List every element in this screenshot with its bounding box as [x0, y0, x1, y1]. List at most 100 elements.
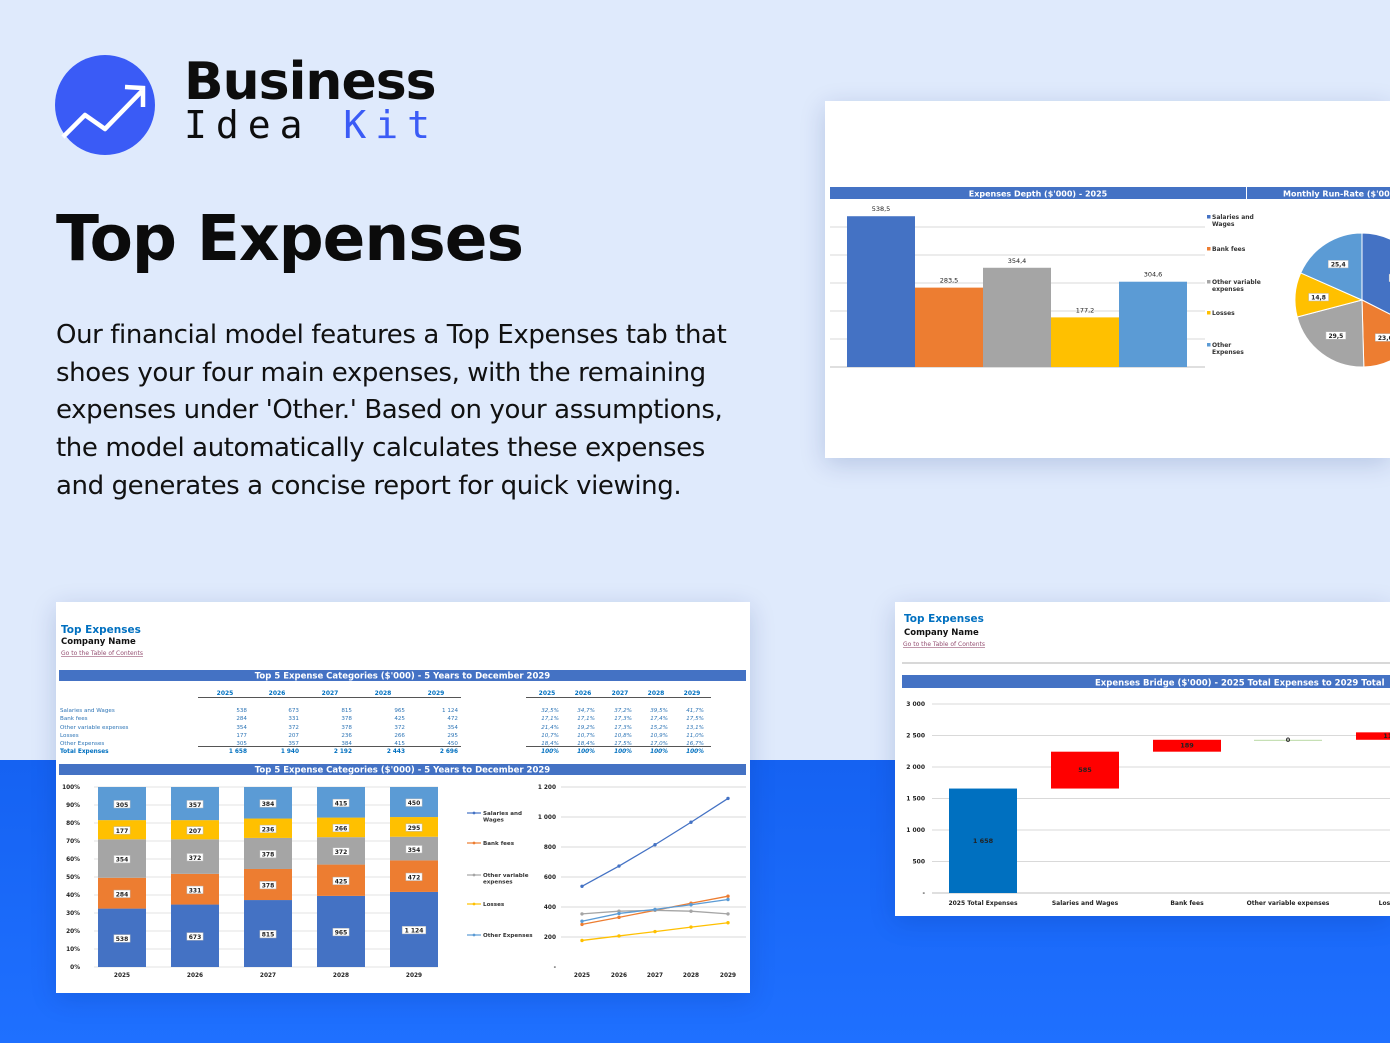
table-total-row: Total Expenses 1 658 1 940 2 192 2 443 2 696 1…	[60, 749, 704, 755]
bar-label: 538,5	[872, 205, 891, 213]
year-header: 2025	[217, 690, 234, 697]
segment-label-box	[405, 845, 423, 854]
segment-label-box	[401, 926, 427, 935]
logo-idea: Idea	[184, 103, 312, 147]
table-header-bar	[59, 670, 746, 681]
data-point	[580, 884, 584, 888]
pie-label: 25,4	[1331, 262, 1346, 269]
cell: 378	[341, 725, 352, 731]
total-pct: 100%	[541, 749, 559, 755]
legend-item: Bank fees	[483, 841, 515, 847]
y-tick: 200	[544, 935, 556, 941]
waterfall-bar-0	[949, 788, 1017, 893]
bar-4	[1119, 281, 1187, 367]
y-tick: 3 000	[906, 701, 925, 708]
x-tick: 2026	[187, 973, 203, 979]
legend-marker	[472, 933, 476, 937]
segment-label: 472	[408, 874, 421, 881]
cell: 305	[236, 741, 247, 747]
legend-item: Other variable expenses	[1212, 279, 1261, 293]
y-tick: 500	[912, 859, 925, 866]
total-pct: 100%	[577, 749, 595, 755]
segment-label-box	[259, 850, 277, 859]
bar-label: 177,2	[1076, 306, 1095, 314]
description: Our financial model features a Top Expen…	[56, 320, 727, 501]
pct-cell: 41,7%	[686, 708, 704, 714]
year-header: 2028	[375, 690, 392, 697]
y-tick: 10%	[66, 947, 80, 953]
pct-cell: 11,0%	[686, 733, 704, 739]
pie-label-box	[1308, 293, 1329, 302]
bar-label: 118	[1383, 732, 1390, 740]
segment-label-box	[259, 881, 277, 890]
cell: 673	[288, 708, 299, 714]
data-point	[580, 922, 584, 927]
segment-label: 378	[262, 883, 275, 890]
segment-label: 177	[116, 828, 129, 835]
segment-label-box	[186, 932, 204, 941]
x-tick: Bank fees	[1170, 900, 1204, 907]
cell: 331	[288, 716, 299, 722]
cell: 357	[288, 741, 299, 747]
y-tick: 60%	[66, 857, 80, 863]
data-point	[580, 912, 584, 916]
y-tick: 100%	[62, 785, 80, 791]
x-tick: 2025 Total Expenses	[948, 900, 1018, 907]
company-name: Company Name	[61, 637, 136, 647]
pct-cell: 18,4%	[577, 741, 595, 747]
data-point	[580, 938, 584, 943]
bridge-header-bar	[902, 675, 1390, 688]
trend-arrow-icon	[55, 55, 155, 155]
segment-label: 1 124	[405, 928, 424, 935]
toc-link[interactable]: Go to the Table of Contents	[903, 641, 985, 648]
segment-label-box	[259, 799, 277, 808]
total-cell: 1 940	[281, 749, 299, 755]
pct-cell: 17,1%	[577, 716, 595, 722]
cell: 354	[447, 725, 458, 731]
segment-label-box	[405, 823, 423, 832]
segment-label-box	[259, 930, 277, 939]
cell: 415	[394, 741, 405, 747]
total-pct: 100%	[614, 749, 632, 755]
segment-label-box	[332, 928, 350, 937]
bar-label: 283,5	[940, 277, 959, 285]
cell: 372	[394, 725, 405, 731]
segment-label: 450	[408, 800, 421, 807]
pct-cell: 17,3%	[614, 716, 632, 722]
x-tick: 2027	[260, 973, 276, 979]
segment-label: 815	[262, 932, 275, 939]
chart-header-title: Top 5 Expense Categories ($'000) - 5 Yea…	[255, 766, 551, 776]
pct-cell: 17,5%	[614, 741, 632, 747]
legend-item: Losses	[1212, 310, 1235, 317]
legend-swatch	[1207, 247, 1211, 251]
x-tick: 2029	[720, 973, 736, 979]
y-tick: 30%	[66, 911, 80, 917]
top-expenses-sheet-card: Top Expenses Company Name Go to the Table …	[56, 602, 750, 993]
expenses-bridge-card: Top Expenses Company Name Go to the Table …	[895, 602, 1390, 916]
data-point	[617, 911, 621, 916]
segment-label: 538	[116, 936, 129, 943]
row-label: Other Expenses	[60, 741, 104, 747]
y-tick: 1 200	[538, 785, 556, 791]
segment-label: 305	[116, 802, 129, 809]
segment-label-box	[332, 847, 350, 856]
row-label: Bank fees	[60, 716, 88, 722]
total-cell: 2 192	[334, 749, 352, 755]
expenses-depth-card: Expenses Depth ($'000) - 2025 Monthly Run…	[825, 101, 1390, 458]
segment-label: 354	[116, 857, 129, 864]
runrate-header-title: Monthly Run-Rate ($'000)	[1283, 190, 1390, 199]
y-tick: 2 000	[906, 764, 925, 771]
pct-year-header: 2026	[575, 690, 592, 697]
cell: 177	[236, 733, 247, 739]
waterfall-bar-2	[1153, 739, 1221, 752]
cell: 372	[288, 725, 299, 731]
y-tick: 20%	[66, 929, 80, 935]
pct-cell: 16,7%	[686, 741, 704, 747]
data-point	[653, 929, 657, 934]
y-tick: 50%	[66, 875, 80, 881]
toc-link[interactable]: Go to the Table of Contents	[61, 650, 143, 657]
pct-cell: 17,4%	[650, 716, 668, 722]
x-tick: 2026	[611, 973, 627, 979]
cell: 295	[447, 733, 458, 739]
segment-label: 384	[262, 801, 275, 808]
